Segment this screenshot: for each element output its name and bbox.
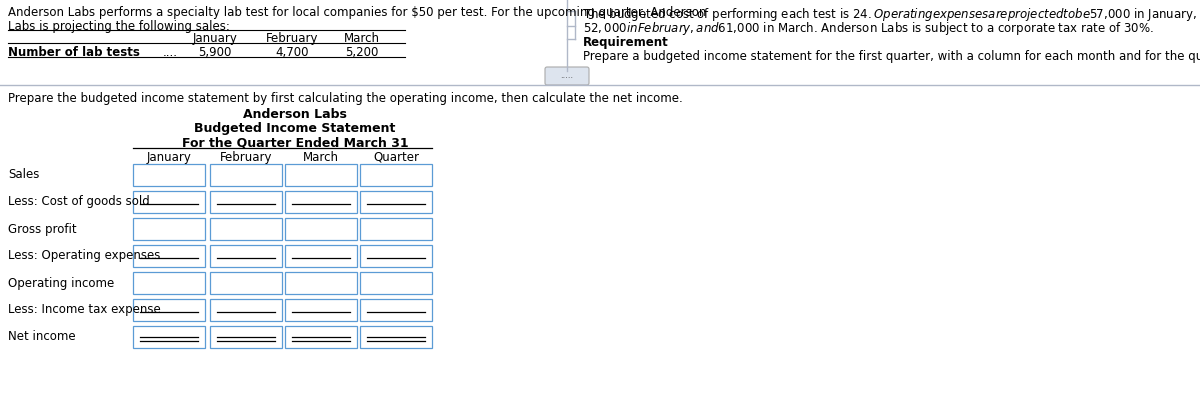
Bar [286,245,358,267]
Text: Prepare the budgeted income statement by first calculating the operating income,: Prepare the budgeted income statement by… [8,92,683,105]
Text: 5,200: 5,200 [346,46,379,59]
Text: Sales: Sales [8,168,40,182]
Text: Anderson Labs performs a specialty lab test for local companies for $50 per test: Anderson Labs performs a specialty lab t… [8,6,707,19]
Bar [133,191,205,213]
Bar [210,272,282,294]
Bar [360,272,432,294]
Text: Labs is projecting the following sales:: Labs is projecting the following sales: [8,20,230,33]
Text: 5,900: 5,900 [198,46,232,59]
Text: February: February [265,32,318,45]
Text: Requirement: Requirement [583,36,668,49]
Text: Quarter: Quarter [373,151,419,164]
Bar [133,299,205,321]
Bar [133,164,205,186]
Bar [286,326,358,348]
Bar [286,218,358,240]
Bar [360,164,432,186]
FancyBboxPatch shape [545,67,589,85]
Bar [286,272,358,294]
Bar [286,164,358,186]
Text: Prepare a budgeted income statement for the first quarter, with a column for eac: Prepare a budgeted income statement for … [583,50,1200,63]
Bar [360,218,432,240]
Text: January: January [146,151,192,164]
Text: Less: Cost of goods sold: Less: Cost of goods sold [8,196,150,209]
Text: $52,000 in February, and $61,000 in March. Anderson Labs is subject to a corpora: $52,000 in February, and $61,000 in Marc… [583,20,1153,37]
Text: Number of lab tests: Number of lab tests [8,46,140,59]
Bar [133,218,205,240]
Bar [360,245,432,267]
Text: Budgeted Income Statement: Budgeted Income Statement [194,122,396,135]
Text: 4,700: 4,700 [275,46,308,59]
Bar [286,299,358,321]
Text: Less: Income tax expense: Less: Income tax expense [8,304,161,316]
Bar [210,299,282,321]
Bar [133,245,205,267]
Text: Less: Operating expenses: Less: Operating expenses [8,249,161,263]
Bar [210,218,282,240]
Text: Gross profit: Gross profit [8,223,77,235]
Text: March: March [302,151,340,164]
Bar [210,164,282,186]
Bar [133,272,205,294]
Text: February: February [220,151,272,164]
Bar [360,326,432,348]
Bar [286,191,358,213]
Text: Operating income: Operating income [8,277,114,290]
Bar [360,191,432,213]
Text: March: March [344,32,380,45]
Text: ....: .... [163,46,178,59]
Text: January: January [192,32,238,45]
Text: For the Quarter Ended March 31: For the Quarter Ended March 31 [181,136,408,149]
Bar [360,299,432,321]
Text: The budgeted cost of performing each test is $24. Operating expenses are project: The budgeted cost of performing each tes… [583,6,1196,23]
Bar [210,326,282,348]
Bar [210,245,282,267]
Text: Anderson Labs: Anderson Labs [244,108,347,121]
Text: .....: ..... [560,71,574,81]
Text: Net income: Net income [8,330,76,344]
Bar [133,326,205,348]
Bar [210,191,282,213]
